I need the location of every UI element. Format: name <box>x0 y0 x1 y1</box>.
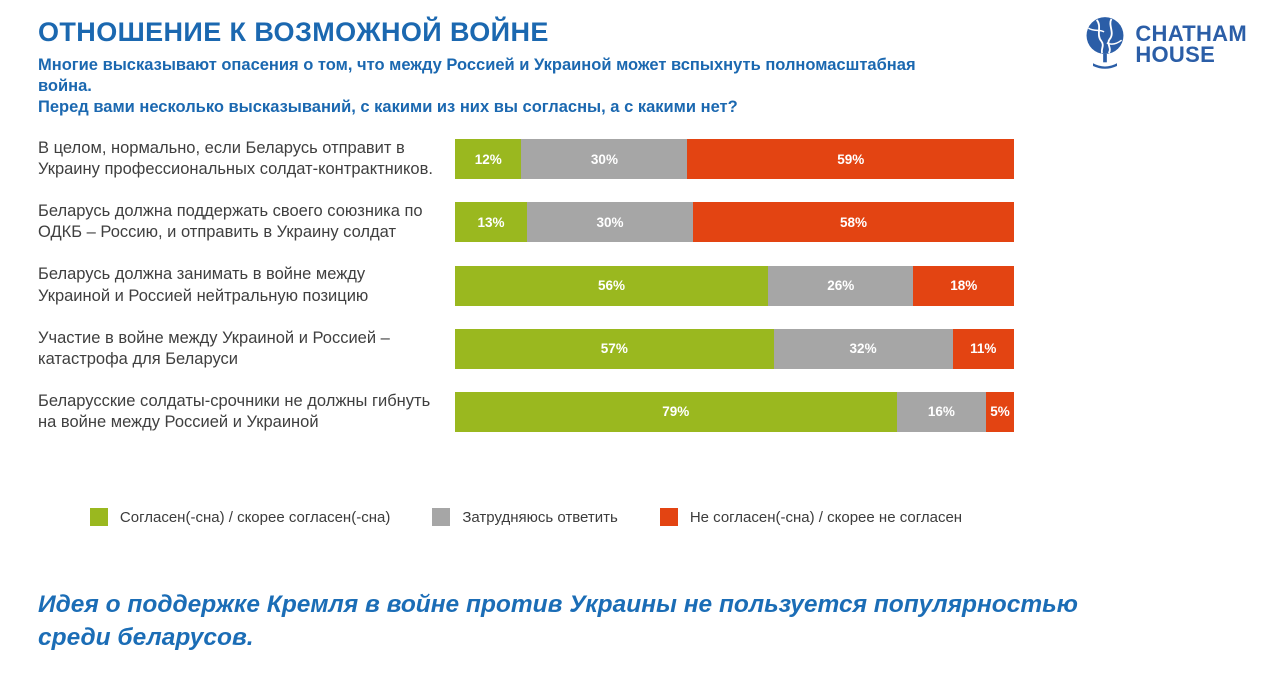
chart-rows: В целом, нормально, если Беларусь отправ… <box>38 138 1015 433</box>
stacked-bar: 79% 16% 5% <box>455 391 1014 432</box>
chart-row: Беларусь должна занимать в войне между У… <box>38 264 1015 306</box>
subtitle-line-2: Перед вами несколько высказываний, с как… <box>38 97 738 116</box>
page-title: ОТНОШЕНИЕ К ВОЗМОЖНОЙ ВОЙНЕ <box>38 17 549 47</box>
stacked-bar-chart: В целом, нормально, если Беларусь отправ… <box>38 138 1015 454</box>
legend-item-agree: Согласен(-сна) / скорее согласен(-сна) <box>89 508 391 526</box>
chatham-house-logo: CHATHAM HOUSE <box>1081 14 1247 75</box>
legend-swatch-disagree <box>659 508 678 526</box>
bar-value-label: 18% <box>950 278 978 294</box>
stacked-bar: 56% 26% 18% <box>455 265 1015 306</box>
bar-segment-undecided: 30% <box>521 139 688 180</box>
bar-segment-disagree: 5% <box>986 391 1014 432</box>
bar-segment-agree: 13% <box>455 202 527 243</box>
stacked-bar: 13% 30% 58% <box>455 202 1015 243</box>
logo-line-1: CHATHAM <box>1135 20 1247 46</box>
bar-value-label: 13% <box>477 214 505 230</box>
conclusion-text: Идея о поддержке Кремля в войне против У… <box>38 591 1078 652</box>
category-label: Беларусские солдаты-срочники не должны г… <box>38 391 431 431</box>
bar-value-label: 30% <box>596 214 624 230</box>
bar-segment-disagree: 11% <box>952 328 1014 369</box>
bar-segment-agree: 12% <box>455 139 522 180</box>
bar-segment-undecided: 30% <box>526 202 693 243</box>
bar-value-label: 58% <box>839 214 868 230</box>
bar-value-label: 56% <box>598 278 626 294</box>
bar-value-label: 32% <box>849 341 877 357</box>
globe-icon <box>1081 14 1129 75</box>
subtitle-line-1: Многие высказывают опасения о том, что м… <box>38 55 916 95</box>
logo-wordmark: CHATHAM HOUSE <box>1135 20 1247 67</box>
bar-segment-disagree: 58% <box>693 202 1015 243</box>
legend-swatch-undecided <box>432 508 451 526</box>
chart-row: В целом, нормально, если Беларусь отправ… <box>38 138 1015 180</box>
logo-line-2: HOUSE <box>1135 41 1216 67</box>
bar-segment-disagree: 59% <box>687 139 1015 180</box>
legend-item-disagree: Не согласен(-сна) / скорее не согласен <box>659 508 963 526</box>
chart-row: Участие в войне между Украиной и Россией… <box>38 328 1014 370</box>
legend-label: Не согласен(-сна) / скорее не согласен <box>689 508 963 526</box>
bar-segment-agree: 56% <box>455 265 769 306</box>
bar-value-label: 5% <box>990 404 1010 420</box>
header: ОТНОШЕНИЕ К ВОЗМОЖНОЙ ВОЙНЕ Многие выска… <box>38 17 938 118</box>
bar-value-label: 79% <box>662 404 690 420</box>
category-label: Беларусь должна поддержать своего союзни… <box>38 202 423 242</box>
bar-value-label: 59% <box>837 151 865 167</box>
category-label: Участие в войне между Украиной и Россией… <box>38 328 390 368</box>
bar-value-label: 30% <box>590 151 618 167</box>
legend-swatch-agree <box>89 508 108 526</box>
stacked-bar: 12% 30% 59% <box>455 139 1015 180</box>
category-label: В целом, нормально, если Беларусь отправ… <box>38 139 433 179</box>
legend-item-undecided: Затрудняюсь ответить <box>432 508 618 526</box>
legend-label: Затрудняюсь ответить <box>462 508 618 526</box>
stacked-bar: 57% 32% 11% <box>455 328 1014 369</box>
category-label: Беларусь должна занимать в войне между У… <box>38 265 369 305</box>
bar-segment-undecided: 16% <box>896 391 987 432</box>
bar-segment-undecided: 32% <box>773 328 953 369</box>
bar-value-label: 11% <box>970 341 997 357</box>
bar-value-label: 12% <box>474 151 502 167</box>
chart-row: Беларусь должна поддержать своего союзни… <box>38 201 1015 243</box>
chart-row: Беларусские солдаты-срочники не должны г… <box>38 391 1014 433</box>
bar-value-label: 57% <box>600 341 628 357</box>
bar-value-label: 16% <box>927 404 955 420</box>
legend-label: Согласен(-сна) / скорее согласен(-сна) <box>119 508 391 526</box>
bar-segment-undecided: 26% <box>768 265 914 306</box>
legend: Согласен(-сна) / скорее согласен(-сна) За… <box>38 508 1014 526</box>
bar-value-label: 26% <box>827 278 855 294</box>
bar-segment-agree: 79% <box>455 391 897 432</box>
bar-segment-disagree: 18% <box>913 265 1015 306</box>
bar-segment-agree: 57% <box>455 328 774 369</box>
